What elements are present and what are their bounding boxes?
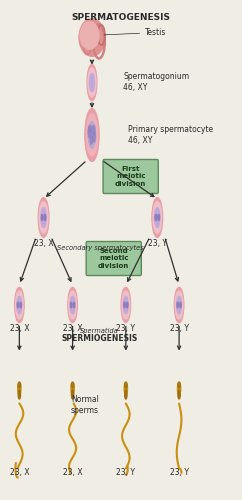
Ellipse shape — [152, 198, 163, 237]
Ellipse shape — [89, 125, 91, 133]
Text: 23, X: 23, X — [9, 324, 29, 333]
Ellipse shape — [15, 291, 23, 319]
Text: meiotic: meiotic — [116, 174, 145, 180]
Ellipse shape — [122, 291, 130, 319]
Ellipse shape — [68, 288, 77, 322]
Text: 23, X: 23, X — [63, 324, 83, 333]
Ellipse shape — [44, 214, 46, 220]
Ellipse shape — [177, 296, 182, 314]
Ellipse shape — [177, 382, 181, 394]
Ellipse shape — [92, 126, 95, 134]
Ellipse shape — [18, 382, 21, 394]
Ellipse shape — [88, 126, 91, 138]
Ellipse shape — [180, 302, 181, 308]
Text: 23, X: 23, X — [9, 468, 29, 476]
Ellipse shape — [90, 136, 92, 144]
Ellipse shape — [18, 390, 21, 399]
Text: 46, XY: 46, XY — [128, 136, 153, 144]
Ellipse shape — [177, 302, 178, 308]
Text: Testis: Testis — [104, 28, 166, 37]
Text: Secondary spermatocytes: Secondary spermatocytes — [57, 244, 144, 250]
Text: 46, XY: 46, XY — [123, 83, 148, 92]
Ellipse shape — [88, 68, 96, 97]
Ellipse shape — [178, 382, 180, 388]
Text: division: division — [115, 181, 146, 187]
Ellipse shape — [127, 302, 128, 308]
Ellipse shape — [121, 288, 131, 322]
Text: 23, Y: 23, Y — [170, 468, 189, 476]
Ellipse shape — [80, 22, 99, 50]
Ellipse shape — [174, 288, 184, 322]
Ellipse shape — [71, 382, 74, 388]
Ellipse shape — [20, 302, 22, 308]
Ellipse shape — [38, 198, 49, 237]
Ellipse shape — [124, 382, 128, 394]
Text: Second: Second — [99, 248, 128, 254]
Text: 23, X: 23, X — [34, 238, 53, 248]
Text: Spermatogonium: Spermatogonium — [123, 72, 189, 81]
Text: division: division — [98, 263, 129, 269]
Ellipse shape — [124, 302, 125, 308]
Ellipse shape — [155, 208, 160, 228]
Text: 23, Y: 23, Y — [116, 324, 135, 333]
Ellipse shape — [39, 202, 48, 233]
Ellipse shape — [71, 382, 74, 394]
Text: Normal
sperms: Normal sperms — [71, 396, 99, 414]
Ellipse shape — [71, 390, 74, 399]
Ellipse shape — [87, 64, 97, 100]
Text: Spermatida: Spermatida — [80, 328, 119, 334]
Ellipse shape — [125, 382, 127, 388]
Ellipse shape — [93, 132, 95, 142]
Text: Primary spermatocyte: Primary spermatocyte — [128, 124, 213, 134]
Ellipse shape — [125, 390, 127, 399]
Ellipse shape — [73, 302, 75, 308]
Ellipse shape — [15, 288, 24, 322]
Ellipse shape — [18, 382, 21, 388]
Ellipse shape — [158, 214, 159, 220]
Ellipse shape — [123, 296, 128, 314]
FancyBboxPatch shape — [103, 160, 158, 194]
Ellipse shape — [175, 291, 183, 319]
Text: SPERMATOGENESIS: SPERMATOGENESIS — [71, 12, 171, 22]
FancyBboxPatch shape — [86, 242, 141, 276]
Ellipse shape — [178, 390, 180, 399]
Text: 23, Y: 23, Y — [148, 238, 167, 248]
Text: 23, X: 23, X — [63, 468, 83, 476]
Ellipse shape — [41, 214, 43, 220]
Text: meiotic: meiotic — [99, 256, 129, 262]
Ellipse shape — [70, 302, 72, 308]
Ellipse shape — [79, 18, 105, 56]
Ellipse shape — [153, 202, 162, 233]
Text: First: First — [121, 166, 140, 172]
Ellipse shape — [88, 122, 96, 148]
Text: 23, Y: 23, Y — [170, 324, 189, 333]
Ellipse shape — [69, 291, 76, 319]
Ellipse shape — [41, 208, 46, 228]
Text: SPERMIOGENESIS: SPERMIOGENESIS — [61, 334, 137, 343]
Ellipse shape — [86, 114, 98, 156]
Ellipse shape — [17, 302, 19, 308]
Ellipse shape — [155, 214, 157, 220]
Text: 23, Y: 23, Y — [116, 468, 135, 476]
Ellipse shape — [90, 74, 94, 92]
Ellipse shape — [17, 296, 22, 314]
Ellipse shape — [85, 108, 99, 162]
Ellipse shape — [70, 296, 75, 314]
